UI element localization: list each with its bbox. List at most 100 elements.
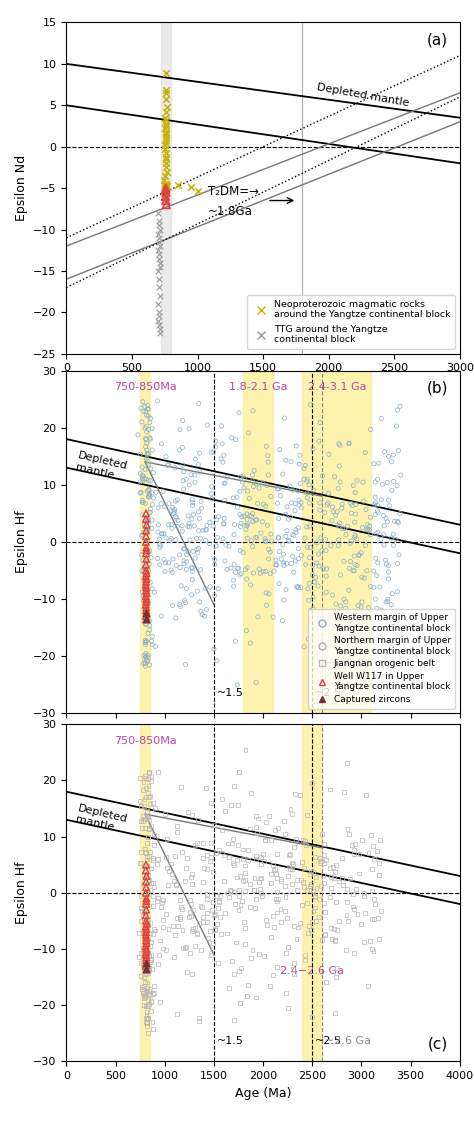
Point: [345, 433, 353, 451]
Point: [230, 965, 238, 983]
Point: [324, 494, 332, 512]
Point: [295, 578, 302, 596]
Point: [144, 521, 151, 539]
Point: [239, 544, 247, 562]
Point: [331, 467, 338, 485]
Point: [164, 830, 171, 848]
Point: [140, 983, 147, 1001]
Point: [156, 220, 164, 238]
Point: [219, 454, 227, 472]
Point: [140, 646, 148, 664]
Point: [237, 514, 245, 532]
Point: [203, 847, 211, 865]
Point: [319, 560, 327, 578]
Point: [178, 522, 186, 540]
Point: [167, 530, 175, 548]
Point: [322, 851, 330, 869]
Point: [143, 997, 151, 1015]
Point: [146, 924, 154, 942]
Point: [170, 502, 178, 520]
Point: [364, 605, 372, 623]
Point: [195, 914, 203, 932]
Point: [140, 987, 148, 1005]
Point: [290, 953, 298, 971]
Text: ~2.6 Ga: ~2.6 Ga: [325, 1037, 371, 1047]
Point: [236, 882, 243, 900]
Point: [140, 968, 148, 986]
Point: [293, 578, 301, 596]
Point: [340, 590, 348, 608]
Point: [346, 553, 354, 570]
Point: [270, 563, 278, 581]
Point: [139, 812, 147, 830]
Point: [142, 604, 150, 622]
Point: [146, 986, 154, 1004]
Point: [381, 517, 388, 535]
Point: [339, 876, 346, 894]
Point: [288, 860, 296, 878]
Point: [144, 871, 151, 889]
Point: [307, 395, 314, 413]
Point: [240, 478, 248, 496]
Point: [197, 897, 204, 915]
Point: [165, 515, 173, 533]
Point: [370, 455, 378, 473]
Point: [160, 550, 168, 568]
Point: [218, 843, 226, 861]
Point: [353, 879, 360, 897]
Point: [375, 855, 383, 873]
Point: [280, 591, 288, 609]
Text: ~1.8Ga: ~1.8Ga: [208, 204, 253, 218]
Point: [139, 551, 146, 569]
Point: [332, 856, 340, 874]
Point: [211, 920, 219, 938]
Point: [162, 128, 169, 146]
Point: [264, 447, 272, 465]
Point: [143, 880, 150, 898]
Point: [146, 811, 153, 829]
Point: [321, 903, 329, 921]
Point: [142, 923, 150, 941]
Point: [358, 831, 365, 849]
Point: [319, 866, 327, 884]
Point: [144, 624, 152, 642]
Point: [199, 909, 207, 926]
Point: [140, 903, 147, 921]
Point: [273, 494, 281, 512]
Point: [210, 864, 217, 882]
Point: [323, 495, 331, 513]
Point: [145, 445, 152, 463]
Point: [142, 533, 150, 551]
Point: [200, 849, 207, 867]
Point: [260, 495, 267, 513]
Point: [273, 556, 280, 574]
Point: [163, 131, 170, 149]
Point: [143, 584, 150, 602]
Point: [144, 606, 152, 624]
Point: [282, 984, 290, 1002]
Point: [146, 882, 154, 900]
Point: [242, 560, 249, 578]
Point: [197, 941, 205, 959]
Point: [292, 521, 300, 539]
Point: [163, 859, 171, 877]
Point: [228, 834, 236, 852]
Point: [303, 806, 311, 824]
Point: [138, 902, 146, 920]
Point: [206, 922, 213, 940]
Point: [176, 558, 184, 576]
Point: [288, 526, 296, 544]
Point: [333, 503, 341, 521]
Point: [172, 531, 180, 549]
Point: [396, 398, 404, 416]
Point: [359, 473, 367, 491]
Point: [161, 177, 169, 195]
Point: [172, 508, 179, 526]
Point: [259, 563, 267, 581]
Point: [367, 526, 374, 544]
Point: [148, 636, 156, 654]
Point: [295, 496, 303, 514]
Point: [138, 413, 146, 431]
Point: [138, 467, 146, 485]
Point: [286, 860, 294, 878]
